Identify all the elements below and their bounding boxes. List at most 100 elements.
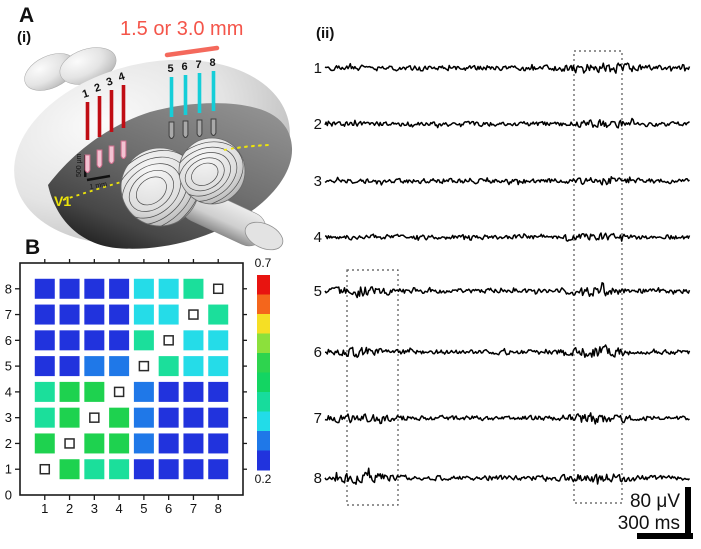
- inserted-electrode-pin: [210, 118, 217, 136]
- lamination-line: [184, 157, 225, 192]
- matrix-cell-8-3: [208, 407, 229, 428]
- time-scale-bar: [637, 533, 693, 539]
- brainstem-cut-end: [244, 221, 284, 251]
- inserted-electrode-pin: [182, 120, 189, 138]
- matrix-cell-3-2: [84, 433, 105, 454]
- matrix-cell-1-6: [34, 330, 55, 351]
- electrode-2: 2: [93, 81, 103, 168]
- electrode-number: 5: [167, 63, 173, 75]
- lamination-line: [179, 146, 238, 202]
- electrode-shank: [97, 96, 102, 137]
- brain-schematic: V1 500 μm 1 mm 1 2 3 4 5 6 7 8: [14, 45, 293, 251]
- trace-label-1: 1: [314, 60, 322, 77]
- colorbar-band: [257, 314, 270, 334]
- electrode-shank: [121, 85, 126, 128]
- matrix-cell-2-8: [59, 278, 80, 299]
- matrix-cell-5-6: [133, 330, 154, 351]
- colorbar: [257, 275, 270, 471]
- matrix-cell-1-2: [34, 433, 55, 454]
- matrix-cell-3-6: [84, 330, 105, 351]
- matrix-cell-6-4: [158, 381, 179, 402]
- trace-label-2: 2: [314, 116, 322, 133]
- matrix-cell-2-5: [59, 356, 80, 377]
- matrix-cell-6-5: [158, 356, 179, 377]
- colorbar-min-label: 0.2: [255, 472, 272, 486]
- trace-waveform-7: [324, 412, 690, 425]
- inserted-electrode-pin: [96, 149, 103, 168]
- diagonal-marker: [138, 360, 150, 372]
- matrix-cell-6-1: [158, 459, 179, 480]
- electrode-shank: [169, 77, 174, 117]
- matrix-axes-box: [19, 262, 244, 496]
- trace-label-5: 5: [314, 283, 322, 300]
- y-tick-label: 5: [5, 359, 12, 374]
- electrode-4: 4: [117, 70, 127, 159]
- trace-waveform-5: [324, 282, 691, 299]
- matrix-cell-1-7: [34, 304, 55, 325]
- lamination-line: [135, 176, 167, 206]
- colorbar-max-label: 0.7: [255, 256, 272, 270]
- electrode-number: 4: [117, 70, 127, 84]
- inserted-electrode-pin: [84, 154, 91, 173]
- matrix-cell-5-3: [133, 407, 154, 428]
- matrix-cell-4-2: [109, 433, 130, 454]
- y-tick-label: 3: [5, 410, 12, 425]
- matrix-cell-2-3: [59, 407, 80, 428]
- inserted-electrode-pin: [168, 121, 175, 139]
- matrix-cell-5-8: [133, 278, 154, 299]
- voltage-scale-label: 80 μV: [630, 491, 680, 512]
- analysis-window-left: [346, 269, 399, 506]
- y-tick-label: 0: [5, 488, 12, 503]
- electrode-number: 8: [209, 57, 215, 69]
- v1-boundary-dashed-line: [223, 144, 273, 151]
- matrix-cell-8-6: [208, 330, 229, 351]
- x-tick-label: 1: [41, 501, 48, 516]
- matrix-cell-2-6: [59, 330, 80, 351]
- matrix-cell-7-6: [183, 330, 204, 351]
- diagonal-marker: [113, 386, 125, 398]
- panel-a-label: A: [19, 4, 35, 27]
- matrix-cell-5-1: [133, 459, 154, 480]
- electrode-shank: [211, 71, 216, 111]
- matrix-cell-3-8: [84, 278, 105, 299]
- trace-label-6: 6: [314, 344, 322, 361]
- electrode-number: 7: [195, 59, 201, 71]
- matrix-cell-8-4: [208, 381, 229, 402]
- diagonal-marker: [212, 283, 224, 295]
- x-tick-label: 4: [115, 501, 122, 516]
- trace-waveform-1: [324, 62, 691, 74]
- v1-label: V1: [54, 193, 71, 209]
- inserted-electrode-pin: [196, 119, 203, 137]
- matrix-cell-4-7: [109, 304, 130, 325]
- trace-waveform-2: [324, 117, 690, 129]
- matrix-cell-5-2: [133, 433, 154, 454]
- electrode-3: 3: [105, 75, 115, 164]
- lamination-line: [191, 162, 219, 186]
- trace-waveform-3: [324, 176, 690, 186]
- matrix-cell-2-7: [59, 304, 80, 325]
- trace-label-7: 7: [314, 410, 322, 427]
- electrode-6: 6: [181, 61, 189, 138]
- matrix-cell-6-3: [158, 407, 179, 428]
- time-scale-label: 300 ms: [618, 513, 680, 534]
- electrode-distance-label: 1.5 or 3.0 mm: [120, 18, 244, 40]
- electrode-number: 1: [81, 87, 91, 100]
- colorbar-band: [257, 353, 270, 373]
- electrode-number: 3: [105, 75, 115, 88]
- matrix-cell-1-8: [34, 278, 55, 299]
- electrode-shank: [183, 75, 188, 115]
- lamination-line: [128, 169, 174, 212]
- matrix-cell-4-8: [109, 278, 130, 299]
- trace-label-3: 3: [314, 173, 322, 190]
- matrix-cell-1-3: [34, 407, 55, 428]
- matrix-cell-6-7: [158, 304, 179, 325]
- matrix-cell-8-5: [208, 356, 229, 377]
- matrix-cell-8-2: [208, 433, 229, 454]
- matrix-cell-7-8: [183, 278, 204, 299]
- matrix-cell-3-7: [84, 304, 105, 325]
- panel-a-ii-label: (ii): [316, 25, 335, 42]
- matrix-cell-8-1: [208, 459, 229, 480]
- electrode-1: 1: [81, 87, 91, 173]
- x-tick-label: 2: [66, 501, 73, 516]
